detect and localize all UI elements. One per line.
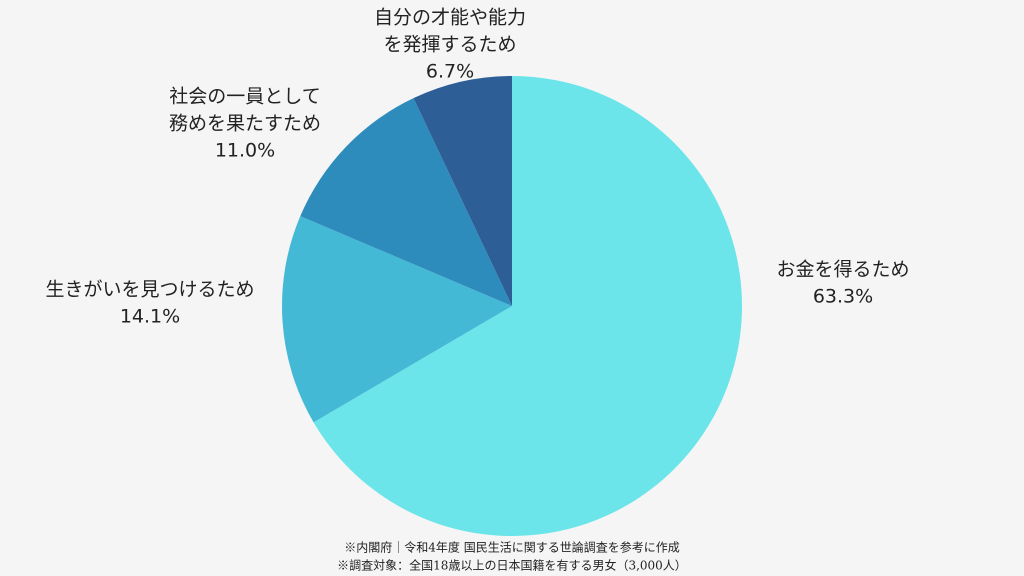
slice-label: お金を得るため [776,259,909,281]
slice-label: 務めを果たすため [169,113,321,135]
slice-label: 生きがいを見つけるため [45,279,254,301]
slice-label: 自分の才能や能力 [374,7,526,29]
value-label: 11.0% [215,140,275,162]
source-note: ※調査対象：全国18歳以上の日本国籍を有する男女（3,000人） [337,558,687,573]
pie-slice [413,76,512,306]
source-note: ※内閣府｜令和4年度 国民生活に関する世論調査を参考に作成 [344,540,679,555]
pie-slice [313,76,743,537]
value-label: 63.3% [813,286,873,308]
pie-slice [281,216,512,423]
value-label: 14.1% [120,306,180,328]
value-label: 6.7% [426,61,474,83]
slice-label: 社会の一員として [169,86,320,108]
slice-label: を発揮するため [383,34,516,56]
pie-slice [300,98,512,307]
